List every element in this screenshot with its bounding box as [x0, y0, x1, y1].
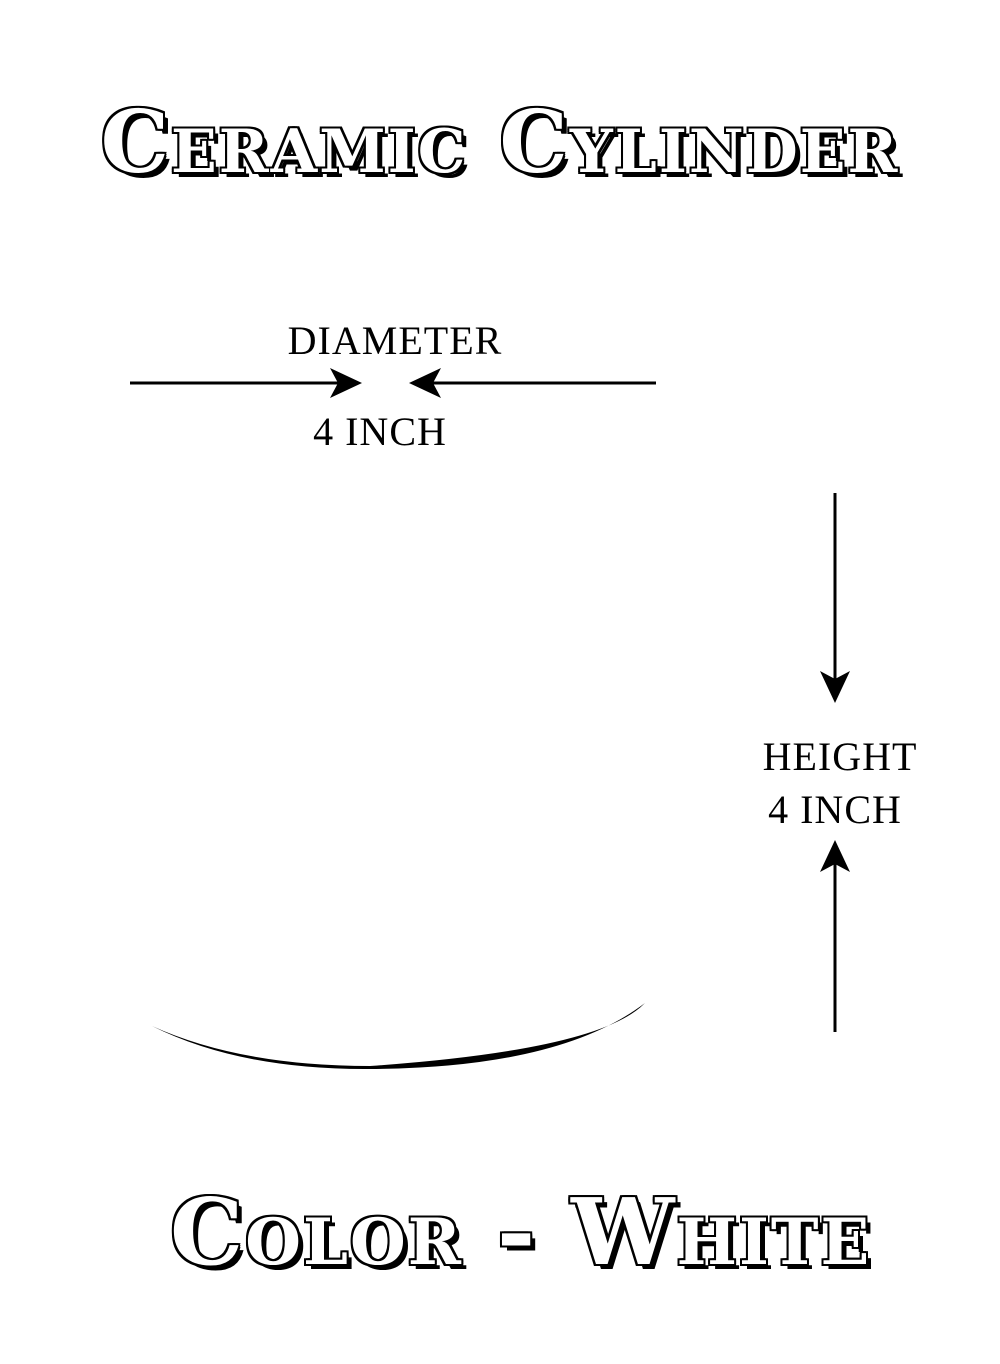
height-top-arrowhead: [820, 671, 850, 703]
height-value: 4 INCH: [768, 787, 902, 832]
height-label: HEIGHT: [762, 734, 918, 779]
cylinder-base-curve: [152, 1003, 645, 1070]
diameter-left-arrowhead: [330, 368, 362, 398]
height-bottom-arrowhead: [820, 840, 850, 872]
color-caption: Color - White: [170, 1178, 872, 1286]
diameter-label: DIAMETER: [287, 318, 503, 363]
page-title: Ceramic Cylinder: [100, 92, 900, 193]
diameter-value: 4 INCH: [313, 409, 447, 454]
diameter-right-arrowhead: [409, 368, 441, 398]
